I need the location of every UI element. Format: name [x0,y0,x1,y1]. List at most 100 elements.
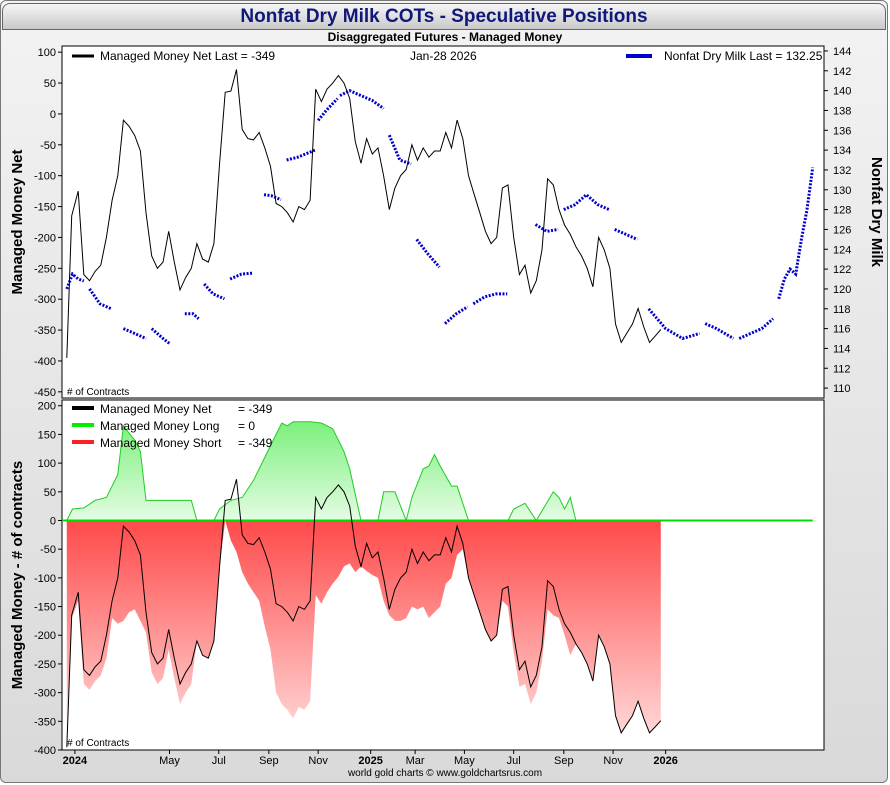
top-right-axis-label: Nonfat Dry Milk [868,157,885,268]
top-right-tick-label: 126 [833,224,851,236]
top-right-tick-label: 120 [833,284,851,296]
top-right-tick-label: 128 [833,205,851,217]
top-right-tick-label: 136 [833,125,851,137]
top-right-tick-label: 144 [833,46,851,58]
milk-price-segment [614,228,638,241]
chart-subtitle: Disaggregated Futures - Managed Money [327,30,563,44]
milk-price-segment [150,327,171,345]
bottom-tick-label: -200 [34,630,56,642]
top-legend-milk-label: Nonfat Dry Milk Last = 132.25 [664,49,823,63]
top-legend-net-label: Managed Money Net Last = -349 [100,49,275,63]
top-right-tick-label: 116 [833,324,851,336]
top-right-tick-label: 118 [833,304,851,316]
milk-price-segment [203,282,225,301]
bottom-tick-label: 100 [38,458,56,470]
top-right-tick-label: 110 [833,383,851,395]
milk-price-segment [317,97,339,122]
top-left-tick-label: -400 [34,356,56,368]
x-tick-label: Jul [212,755,226,767]
top-left-tick-label: -50 [40,140,56,152]
top-right-tick-label: 138 [833,105,851,117]
x-tick-label: May [454,755,475,767]
top-left-tick-label: 50 [44,78,56,90]
bottom-legend-value: = -349 [238,436,273,450]
bottom-tick-label: -400 [34,745,56,757]
top-series [65,69,815,358]
milk-price-segment [534,223,559,233]
top-left-tick-label: 0 [50,109,56,121]
bottom-axis-label: Managed Money - # of contracts [9,461,26,689]
long-line [66,421,813,523]
x-axis: 2024 May Jul Sep Nov 2025 Mar May Jul Sep Nov 2026 [63,750,678,767]
milk-price-segment [563,192,610,211]
milk-price-segment [286,148,316,162]
bottom-tick-label: -300 [34,688,56,700]
bottom-corner-note: # of Contracts [67,738,129,749]
milk-price-segment [184,312,200,320]
milk-price-segment [444,305,469,325]
x-tick-label: Mar [406,755,425,767]
top-right-tick-label: 140 [833,86,851,98]
top-plot-area [61,45,825,399]
milk-price-segment [88,288,112,311]
top-left-tick-label: -200 [34,232,56,244]
milk-price-segment [647,307,701,341]
bottom-tick-label: 0 [50,515,56,527]
short-area [66,520,661,748]
milk-price-segment [387,134,412,166]
top-left-tick-label: -350 [34,325,56,337]
bottom-tick-label: -150 [34,602,56,614]
x-tick-label: 2026 [653,755,677,767]
bottom-tick-label: -100 [34,573,56,585]
x-tick-label: 2025 [358,755,382,767]
chart-footer: world gold charts © www.goldchartsrus.co… [347,768,543,779]
top-left-tick-label: -250 [34,263,56,275]
top-right-tick-label: 142 [833,66,851,78]
top-left-tick-label: -300 [34,294,56,306]
milk-price-segment [122,327,147,340]
top-date-label: Jan-28 2026 [410,49,477,63]
x-tick-label: Nov [603,755,623,767]
top-right-tick-label: 114 [833,343,851,355]
x-tick-label: Nov [308,755,328,767]
top-left-axis-label: Managed Money Net [9,149,26,294]
bottom-tick-label: 150 [38,429,56,441]
top-right-tick-label: 134 [833,145,851,157]
bottom-tick-label: 200 [38,401,56,413]
top-panel: 100 50 0 -50 -100 -150 -200 -250 -300 -350 -400 -45… [9,45,885,399]
bottom-series [62,421,813,748]
bottom-legend-value: = 0 [238,419,255,433]
top-right-tick-label: 122 [833,264,851,276]
top-left-tick-label: -150 [34,202,56,214]
title-bar: Nonfat Dry Milk COTs - Speculative Posit… [2,3,886,30]
top-corner-note: # of Contracts [67,387,129,398]
chart-title: Nonfat Dry Milk COTs - Speculative Posit… [240,6,648,27]
bottom-legend-label: Managed Money Net [100,402,212,416]
top-left-tick-label: 100 [38,47,56,59]
x-tick-label: May [159,755,180,767]
milk-price-segment [339,88,385,110]
x-tick-label: 2024 [63,755,88,767]
x-tick-label: Jul [507,755,521,767]
top-right-tick-label: 112 [833,363,851,375]
top-left-tick-label: -100 [34,171,56,183]
top-right-tick-label: 132 [833,165,851,177]
milk-price-segment [738,317,775,340]
milk-price-segment [263,193,282,202]
milk-price-segment [415,238,441,269]
bottom-tick-label: 50 [44,487,56,499]
top-right-tick-label: 124 [833,244,851,256]
x-tick-label: Sep [259,755,279,767]
top-left-tick-label: -450 [34,387,56,399]
milk-price-segment [472,292,508,306]
net-line-bottom [66,479,662,748]
bottom-legend-label: Managed Money Short [100,436,222,450]
managed-money-net-line [66,69,662,358]
bottom-tick-label: -50 [40,544,56,556]
bottom-tick-label: -250 [34,659,56,671]
long-area [66,421,813,521]
top-right-tick-label: 130 [833,185,851,197]
bottom-legend-label: Managed Money Long [100,419,219,433]
milk-price-segment [777,167,815,300]
